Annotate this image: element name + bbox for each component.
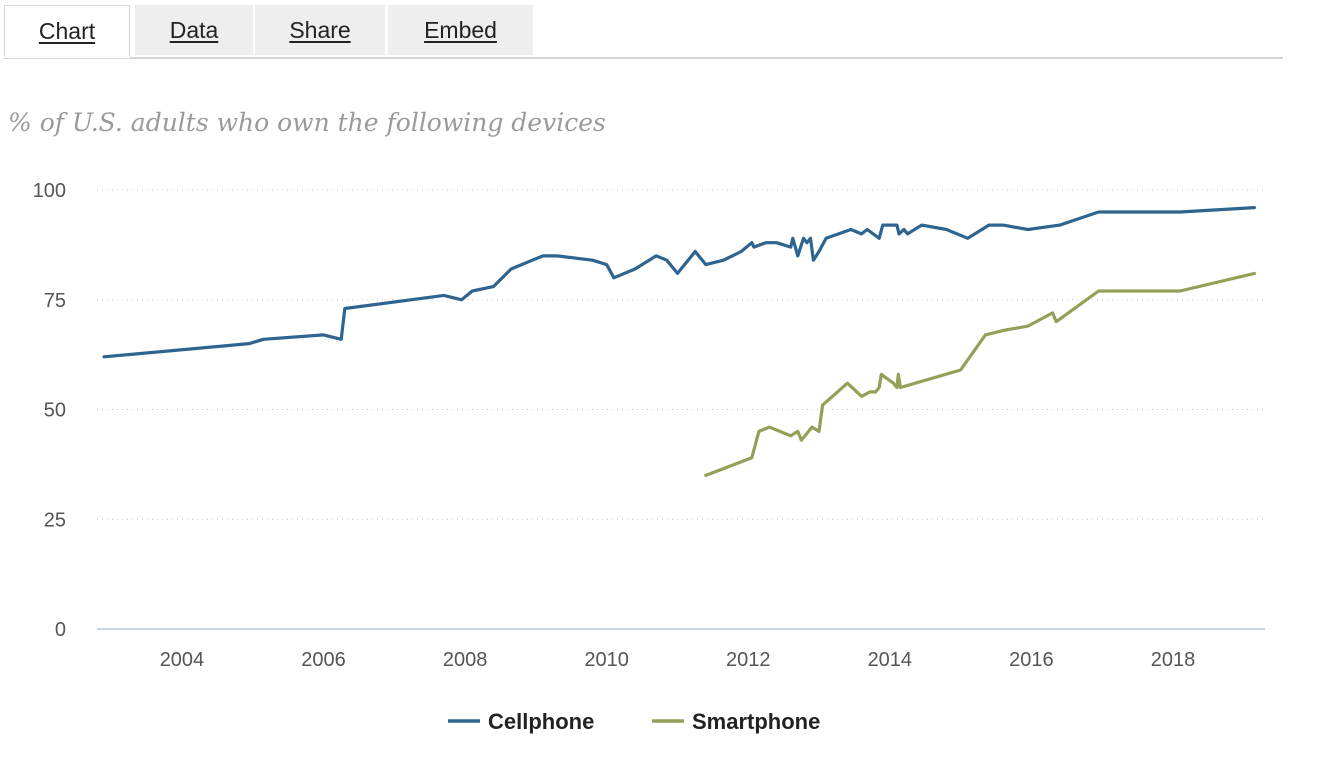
x-tick-label: 2008: [443, 649, 488, 671]
series-line-smartphone[interactable]: [704, 271, 1256, 477]
y-tick-label: 25: [44, 509, 66, 531]
legend: Cellphone Smartphone: [448, 709, 820, 734]
x-tick-label: 2014: [868, 649, 913, 671]
tab-embed[interactable]: Embed: [388, 5, 533, 55]
y-tick-label: 100: [33, 180, 66, 202]
y-tick-label: 50: [44, 400, 66, 422]
tab-data[interactable]: Data: [135, 5, 253, 55]
tab-bar: Chart Data Share Embed: [4, 5, 1283, 59]
x-tick-label: 2004: [160, 649, 205, 671]
x-tick-label: 2010: [584, 649, 629, 671]
y-tick-label: 75: [44, 290, 66, 312]
y-tick-label: 0: [55, 619, 66, 641]
grid-lines: [97, 189, 1265, 520]
legend-label-smartphone[interactable]: Smartphone: [692, 709, 820, 734]
chart-subtitle: % of U.S. adults who own the following d…: [8, 108, 606, 137]
series-lines: [102, 206, 1256, 477]
axes: 0 25 50 75 100 2004 2006 2008 2010 2012 2014 2016 20…: [33, 180, 1265, 671]
series-line-cellphone[interactable]: [102, 206, 1256, 359]
x-tick-label: 2006: [301, 649, 346, 671]
x-tick-label: 2012: [726, 649, 771, 671]
x-tick-label: 2016: [1009, 649, 1054, 671]
legend-label-cellphone[interactable]: Cellphone: [488, 709, 594, 734]
x-tick-label: 2018: [1151, 649, 1196, 671]
tab-share[interactable]: Share: [255, 5, 385, 55]
tab-chart[interactable]: Chart: [4, 5, 130, 58]
